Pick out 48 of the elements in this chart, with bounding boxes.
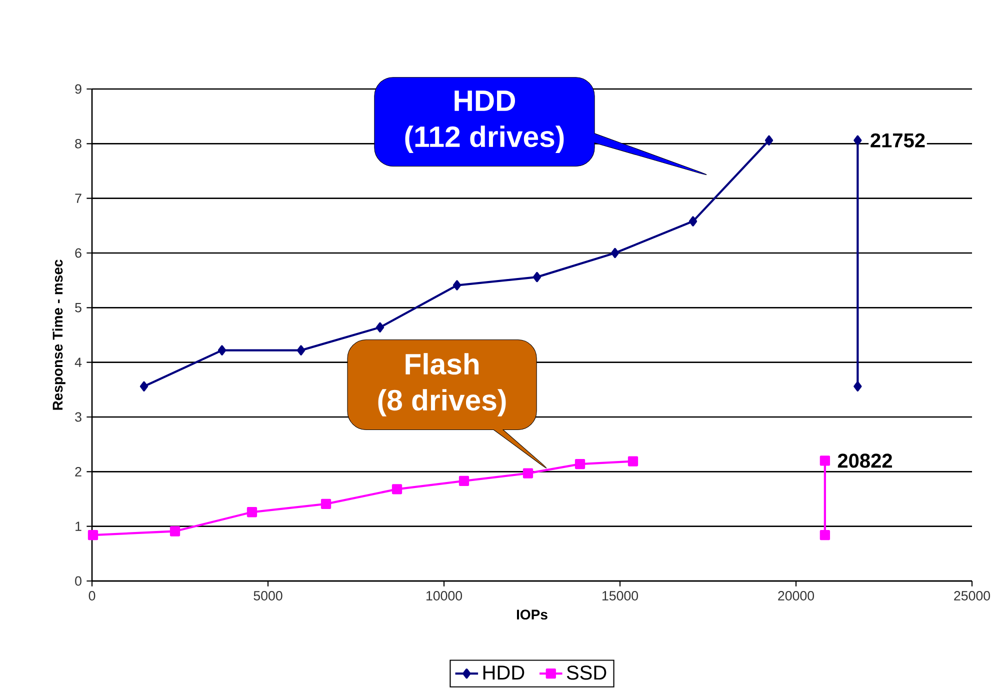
- y-tick-label: 6: [75, 248, 82, 258]
- point: [820, 530, 830, 540]
- annotation: 21752: [870, 133, 925, 148]
- point: [170, 526, 180, 536]
- annotation: (8 drives): [378, 389, 506, 416]
- x-tick-label: 5000: [254, 591, 282, 600]
- point: [392, 484, 402, 494]
- y-tick-label: 4: [74, 358, 82, 367]
- y-tick-label: 7: [75, 194, 82, 203]
- annotation: 20822: [838, 454, 892, 468]
- point: [218, 345, 226, 356]
- point: [458, 476, 470, 486]
- x-tick-label: 0: [88, 591, 96, 600]
- y-tick-label: 3: [75, 412, 82, 422]
- y-axis-title: Response Time - msec: [52, 260, 66, 410]
- point: [532, 272, 542, 282]
- point: [88, 530, 98, 540]
- annotation: HDD: [454, 90, 516, 111]
- point: [610, 248, 620, 258]
- y-tick-label: 0: [75, 576, 82, 586]
- point: [140, 381, 148, 392]
- x-tick-label: 25000: [954, 591, 990, 600]
- y-tick-label: 5: [75, 303, 82, 312]
- y-tick-label: 2: [75, 467, 82, 476]
- point: [452, 280, 462, 290]
- x-tick-label: 20000: [778, 591, 814, 600]
- x-tick-label: 15000: [602, 591, 638, 600]
- y-tick-label: 8: [75, 138, 82, 148]
- x-axis-title: IOPs: [516, 610, 548, 620]
- point: [820, 456, 830, 466]
- legend-label: HDD: [483, 666, 524, 680]
- point: [574, 458, 586, 470]
- annotation: Flash: [406, 353, 479, 375]
- point: [376, 322, 384, 332]
- point: [628, 456, 638, 466]
- point: [246, 507, 258, 518]
- point: [854, 135, 862, 146]
- point: [764, 135, 774, 146]
- point: [522, 468, 534, 478]
- legend-label: SSD: [566, 666, 606, 680]
- point: [320, 498, 332, 509]
- point: [296, 345, 306, 356]
- point: [854, 381, 862, 392]
- y-tick-label: 9: [75, 84, 82, 94]
- annotation: (112 drives): [405, 126, 564, 153]
- y-tick-label: 1: [76, 522, 82, 531]
- x-tick-label: 10000: [426, 591, 462, 600]
- point: [688, 216, 698, 226]
